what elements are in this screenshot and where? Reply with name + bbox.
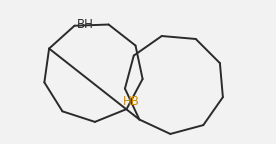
Text: BH: BH [77,18,94,31]
Text: HB: HB [123,95,140,108]
